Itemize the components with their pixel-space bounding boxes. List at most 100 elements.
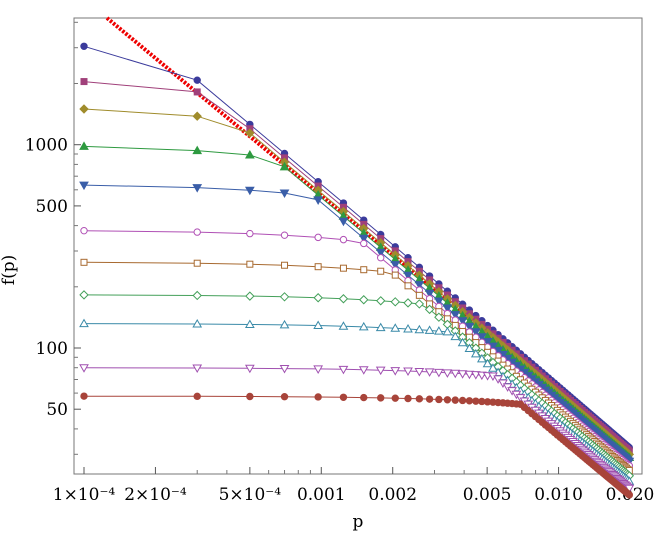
series-7-point (80, 258, 88, 266)
series-2-point (193, 88, 201, 96)
series-9-point (338, 321, 349, 330)
x-tick-label: 1×10⁻⁴ (53, 485, 116, 505)
series-10-point (442, 369, 453, 378)
series-1-point (193, 76, 201, 84)
series-8-point (338, 294, 349, 304)
series-10-point (313, 365, 324, 374)
series-8-point (414, 299, 425, 309)
series-10-point (457, 370, 468, 379)
series-group (79, 42, 635, 499)
series-5-point (375, 248, 386, 258)
series-5-point (358, 234, 369, 244)
series-5-point (482, 338, 493, 347)
series-5-point (390, 261, 401, 270)
series-6-point (377, 254, 385, 262)
series-8-point (375, 296, 386, 306)
series-5-point (338, 217, 349, 227)
series-11 (80, 392, 634, 499)
series-8-point (192, 290, 202, 301)
series-9-point (79, 318, 89, 328)
series-9-point (434, 326, 444, 335)
series-7-point (281, 261, 289, 269)
series-8-point (434, 312, 444, 322)
series-9-point (488, 363, 498, 372)
series-9-point (403, 323, 413, 333)
series-5-point (424, 289, 435, 299)
series-7 (80, 258, 633, 474)
series-9-point (476, 353, 487, 363)
series-11-point (435, 395, 443, 404)
series-9-point (442, 326, 453, 336)
series-10-point (192, 364, 203, 374)
series-9-point (464, 343, 475, 353)
series-5-point (470, 328, 481, 337)
x-tick-label: 5×10⁻⁴ (219, 485, 282, 505)
x-axis-label: p (353, 512, 364, 532)
series-4-point (79, 141, 89, 150)
series-8-point (313, 293, 323, 303)
series-11-point (425, 395, 434, 403)
series-11-point (451, 396, 459, 404)
series-6-point (280, 231, 289, 239)
series-8-point (390, 297, 400, 307)
series-8-point (403, 298, 413, 308)
series-5-point (403, 271, 413, 281)
series-11-point (339, 393, 348, 401)
series-10-point (79, 364, 89, 373)
series-6-point (246, 229, 254, 238)
series-11-point (391, 394, 399, 402)
series-8-point (79, 290, 89, 300)
series-5-point (464, 322, 475, 332)
series-1-point (80, 42, 88, 50)
series-10-point (424, 368, 435, 377)
series-5-point (476, 333, 487, 342)
series-5-point (79, 181, 89, 191)
series-3-point (192, 111, 202, 121)
y-tick-label: 100 (36, 339, 68, 359)
series-5-point (450, 311, 461, 320)
series-10-point (358, 366, 369, 375)
series-8-point (424, 304, 435, 315)
series-8-point (359, 295, 369, 305)
series-4-point (192, 145, 203, 155)
series-11-point (443, 396, 452, 404)
series-10-point (279, 365, 290, 374)
series-8-point (279, 292, 290, 302)
y-axis-label: f(p) (0, 255, 19, 285)
series-9-point (192, 319, 203, 328)
series-9-point (390, 323, 401, 332)
series-11-point (280, 393, 289, 401)
x-tick-label: 0.001 (297, 485, 346, 505)
series-7-point (404, 282, 412, 290)
x-tick-label: 0.010 (534, 485, 583, 505)
series-4-point (279, 161, 290, 171)
series-10-point (434, 368, 444, 378)
series-7-point (377, 267, 385, 275)
series-6-point (339, 235, 348, 244)
series-8-point (245, 291, 255, 301)
ticks: 1×10⁻⁴2×10⁻⁴5×10⁻⁴0.0010.0020.0050.0100.… (25, 21, 654, 505)
series-10-point (244, 364, 255, 374)
series-9-point (313, 320, 324, 330)
series-3-point (79, 104, 89, 114)
series-9-point (424, 325, 435, 334)
series-7-point (193, 259, 201, 267)
series-11-point (193, 392, 201, 401)
plot-frame (73, 17, 643, 475)
series-9-point (244, 319, 255, 328)
series-11-point (360, 393, 368, 402)
y-tick-label: 50 (46, 400, 68, 420)
y-tick-label: 500 (36, 197, 68, 217)
series-10-point (464, 370, 475, 380)
series-11-point (377, 394, 385, 402)
series-9-point (450, 331, 461, 341)
series-6-point (314, 233, 322, 242)
series-11-point (465, 397, 474, 405)
series-5-point (192, 184, 203, 193)
series-11-point (404, 394, 412, 403)
series-9-point (414, 324, 425, 334)
series-5-point (414, 281, 425, 290)
series-4-point (244, 150, 255, 159)
series-10-point (493, 375, 503, 384)
